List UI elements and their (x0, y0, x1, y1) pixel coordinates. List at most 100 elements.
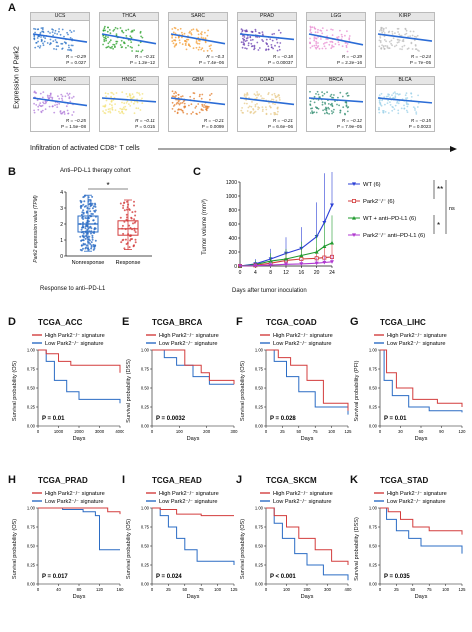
y-tick-label: 1.00 (255, 348, 264, 353)
scatter-point (309, 103, 312, 106)
scatter-point (388, 30, 391, 33)
scatter-point (398, 33, 401, 36)
scatter-point (64, 95, 67, 98)
scatter-point (175, 103, 178, 105)
legend-label: High Park2⁻/⁻ signature (45, 333, 105, 339)
scatter-point (244, 47, 246, 49)
y-tick-label: 0.00 (369, 582, 378, 587)
tile-p-value: P = 1.5e−08 (61, 124, 86, 129)
scatter-point (177, 102, 180, 105)
box-point (134, 241, 137, 244)
scatter-point (195, 40, 198, 42)
scatter-point (397, 93, 400, 96)
scatter-point (394, 91, 396, 93)
scatter-point (313, 38, 316, 40)
scatter-point (198, 95, 201, 98)
scatter-point (51, 31, 54, 33)
scatter-point (65, 42, 67, 45)
tile-title: BRCA (307, 77, 365, 85)
scatter-point (33, 35, 36, 38)
scatter-point (172, 95, 175, 98)
x-tick-label: 60 (419, 429, 424, 434)
scatter-point (140, 50, 143, 53)
box-point (123, 247, 126, 250)
scatter-point (49, 32, 51, 34)
p-value-label: P = 0.028 (270, 416, 296, 422)
scatter-point (313, 111, 315, 114)
y-tick-label: 0.75 (255, 525, 264, 530)
scatter-point (345, 102, 348, 104)
scatter-point (105, 39, 107, 42)
y-tick-label: 1.00 (27, 348, 36, 353)
x-tick-label: 0 (151, 587, 154, 592)
scatter-point (413, 39, 416, 42)
scatter-point (275, 99, 278, 102)
scatter-point (277, 106, 279, 109)
box-point (134, 238, 137, 241)
x-tick-label: 75 (313, 429, 318, 434)
scatter-point (329, 103, 332, 106)
scatter-point (380, 92, 383, 95)
tile-title: SARC (169, 13, 227, 21)
scatter-point (315, 40, 318, 43)
scatter-point (267, 45, 270, 48)
scatter-point (63, 113, 66, 115)
scatter-point (129, 96, 132, 99)
scatter-point (242, 37, 244, 40)
scatter-point (313, 36, 316, 38)
scatter-point (119, 27, 122, 29)
scatter-point (58, 102, 61, 105)
scatter-point (133, 102, 135, 105)
scatter-point (276, 113, 279, 116)
scatter-point (201, 93, 204, 96)
box-point (80, 239, 83, 242)
scatter-point (265, 113, 268, 116)
y-tick-label: 1.00 (369, 506, 378, 511)
scatter-point (309, 46, 312, 49)
category-label: Response (116, 260, 141, 266)
y-tick-label: 0.25 (255, 563, 264, 568)
scatter-point (125, 29, 127, 32)
y-tick-label: 0.50 (141, 544, 150, 549)
y-tick-label: 0.00 (141, 424, 150, 429)
scatter-point (114, 103, 116, 105)
box-point (119, 202, 122, 205)
scatter-point (63, 41, 66, 44)
scatter-point (194, 107, 197, 109)
scatter-point (242, 43, 245, 46)
scatter-point (68, 46, 70, 49)
scatter-point (340, 33, 343, 36)
scatter-point (391, 94, 393, 97)
scatter-point (380, 47, 383, 50)
y-tick-label: 0.00 (27, 582, 36, 587)
scatter-point (382, 45, 385, 47)
survival-chart: High Park2⁻/⁻ signature Low Park2⁻/⁻ sign… (255, 333, 352, 442)
scatter-point (114, 26, 117, 29)
scatter-point (104, 25, 106, 28)
scatter-point (405, 109, 408, 112)
box-point (84, 217, 87, 219)
scatter-point (206, 105, 208, 108)
scatter-point (193, 92, 196, 95)
significance-label: * (437, 221, 440, 230)
regression-line (377, 33, 433, 42)
scatter-point (60, 93, 63, 96)
scatter-point (181, 95, 184, 97)
panel-letter-b: B (8, 166, 16, 178)
scatter-point (182, 111, 185, 114)
scatter-point (404, 27, 407, 30)
legend-label: Park2⁻/⁻ (6) (363, 199, 395, 205)
scatter-point (69, 100, 72, 103)
scatter-point (415, 36, 418, 38)
x-tick-label: 1000 (54, 429, 64, 434)
scatter-point (177, 100, 180, 103)
legend-marker (351, 198, 356, 203)
scatter-point (104, 112, 107, 115)
scatter-point (56, 33, 59, 35)
scatter-point (261, 110, 264, 112)
box-point (85, 244, 88, 247)
panel-c-line-chart: 0 200 400 600 800 1000 1200 0 4 8 12 16 20 24 WT (6) Pa… (226, 172, 455, 276)
y-tick-label: 0.75 (141, 367, 150, 372)
panel-b-ylabel: Park2 expression value (TPM) (33, 195, 39, 263)
scatter-point (49, 38, 52, 41)
